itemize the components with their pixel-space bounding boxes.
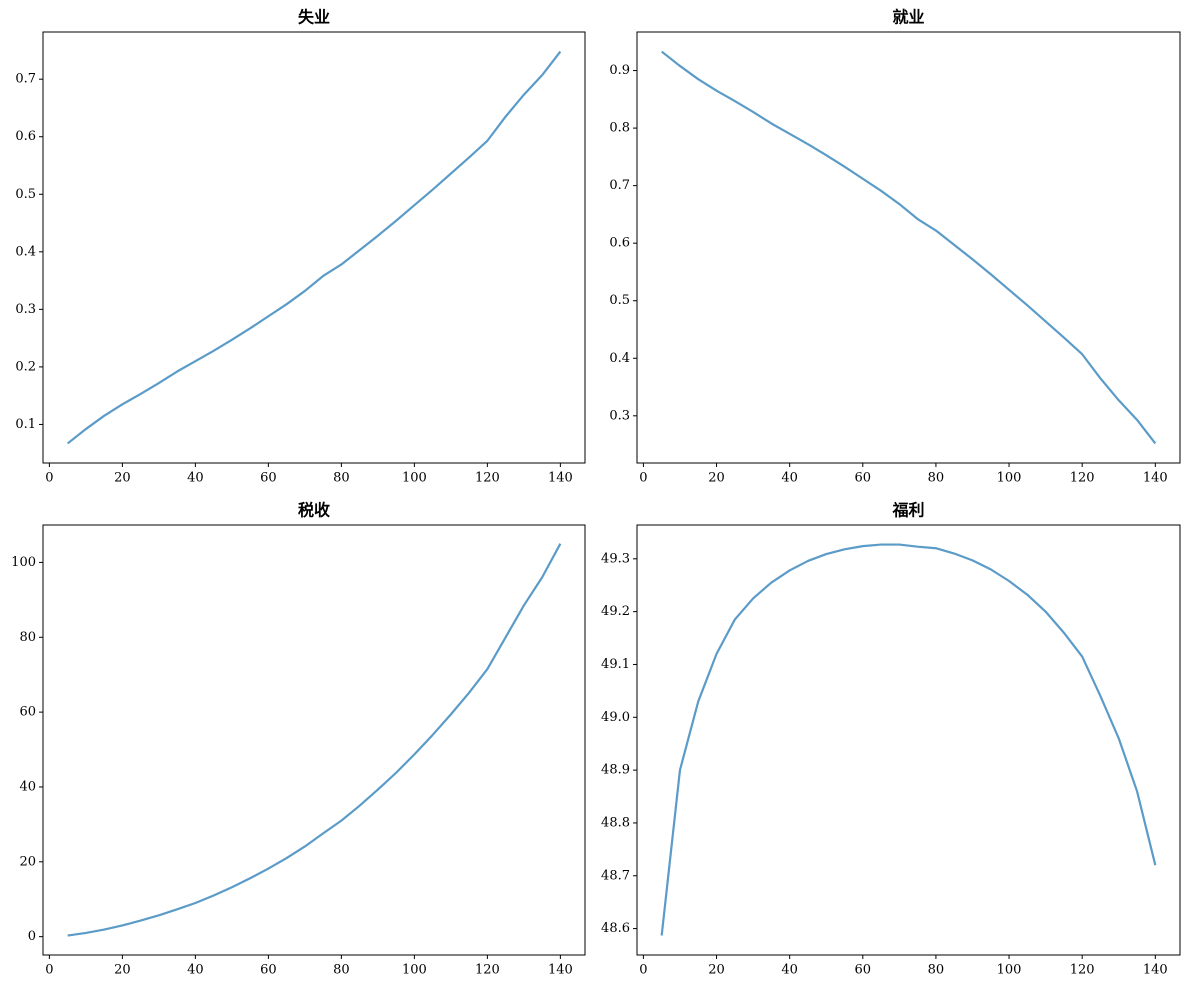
y-tick-label: 0.6 — [609, 236, 630, 251]
x-tick-label: 60 — [855, 963, 872, 978]
x-tick-label: 80 — [333, 963, 350, 978]
x-tick-label: 0 — [639, 963, 647, 978]
y-tick-label: 0.2 — [15, 359, 36, 374]
y-tick-label: 80 — [19, 630, 36, 645]
x-tick-label: 100 — [402, 471, 427, 486]
x-tick-label: 120 — [475, 963, 500, 978]
y-tick-label: 0.3 — [609, 408, 630, 423]
x-tick-label: 80 — [333, 471, 350, 486]
x-tick-label: 0 — [639, 471, 647, 486]
y-tick-label: 0.5 — [609, 293, 630, 308]
x-tick-label: 100 — [402, 963, 427, 978]
x-tick-label: 120 — [475, 471, 500, 486]
y-tick-label: 49.3 — [601, 551, 630, 566]
subplot-title: 失业 — [298, 8, 330, 27]
y-tick-label: 49.0 — [601, 710, 630, 725]
line — [67, 543, 562, 937]
y-tick-label: 60 — [19, 705, 36, 720]
x-tick-label: 20 — [114, 963, 131, 978]
line — [66, 50, 562, 445]
axes-frame — [42, 31, 586, 464]
x-tick-label: 40 — [781, 471, 798, 486]
y-tick-label: 48.8 — [601, 815, 630, 830]
x-tick-label: 40 — [187, 471, 204, 486]
axes-frame — [636, 524, 1181, 956]
y-tick-label: 40 — [19, 779, 36, 794]
x-tick-label: 60 — [855, 471, 872, 486]
x-tick-label: 100 — [997, 963, 1022, 978]
y-tick-label: 48.6 — [601, 921, 630, 936]
y-tick-label: 0.7 — [609, 178, 630, 193]
x-tick-label: 0 — [45, 963, 53, 978]
x-tick-label: 20 — [708, 471, 725, 486]
y-tick-label: 20 — [19, 854, 36, 869]
y-tick-label: 48.9 — [601, 763, 630, 778]
line — [660, 543, 1157, 936]
y-tick-label: 0.1 — [15, 417, 36, 432]
y-tick-label: 0 — [28, 929, 36, 944]
y-tick-label: 0.9 — [609, 63, 630, 78]
x-tick-label: 140 — [548, 471, 573, 486]
y-tick-label: 0.5 — [15, 187, 36, 202]
subplot-title: 福利 — [891, 501, 924, 520]
x-tick-label: 40 — [187, 963, 204, 978]
x-tick-label: 80 — [928, 963, 945, 978]
y-tick-label: 0.7 — [15, 72, 36, 87]
y-tick-label: 0.3 — [15, 302, 36, 317]
x-tick-label: 20 — [708, 963, 725, 978]
x-tick-label: 140 — [548, 963, 573, 978]
y-tick-label: 48.7 — [601, 868, 630, 883]
y-tick-label: 0.4 — [609, 351, 630, 366]
subplot-title: 就业 — [892, 8, 924, 27]
x-tick-label: 80 — [928, 471, 945, 486]
y-tick-label: 0.6 — [15, 129, 36, 144]
axes-frame — [42, 524, 586, 956]
subplot-title: 税收 — [298, 501, 330, 520]
axes-frame — [636, 31, 1181, 464]
x-tick-label: 60 — [260, 963, 277, 978]
x-tick-label: 20 — [114, 471, 131, 486]
x-tick-label: 40 — [781, 963, 798, 978]
x-tick-label: 140 — [1143, 471, 1168, 486]
x-tick-label: 120 — [1070, 963, 1095, 978]
y-tick-label: 0.4 — [15, 244, 36, 259]
y-tick-label: 49.2 — [601, 604, 630, 619]
y-tick-label: 0.8 — [609, 121, 630, 136]
x-tick-label: 120 — [1070, 471, 1095, 486]
y-tick-label: 100 — [11, 555, 36, 570]
x-tick-label: 0 — [45, 471, 53, 486]
x-tick-label: 100 — [997, 471, 1022, 486]
y-tick-label: 49.1 — [601, 657, 630, 672]
x-tick-label: 60 — [260, 471, 277, 486]
line — [660, 50, 1157, 445]
x-tick-label: 140 — [1143, 963, 1168, 978]
